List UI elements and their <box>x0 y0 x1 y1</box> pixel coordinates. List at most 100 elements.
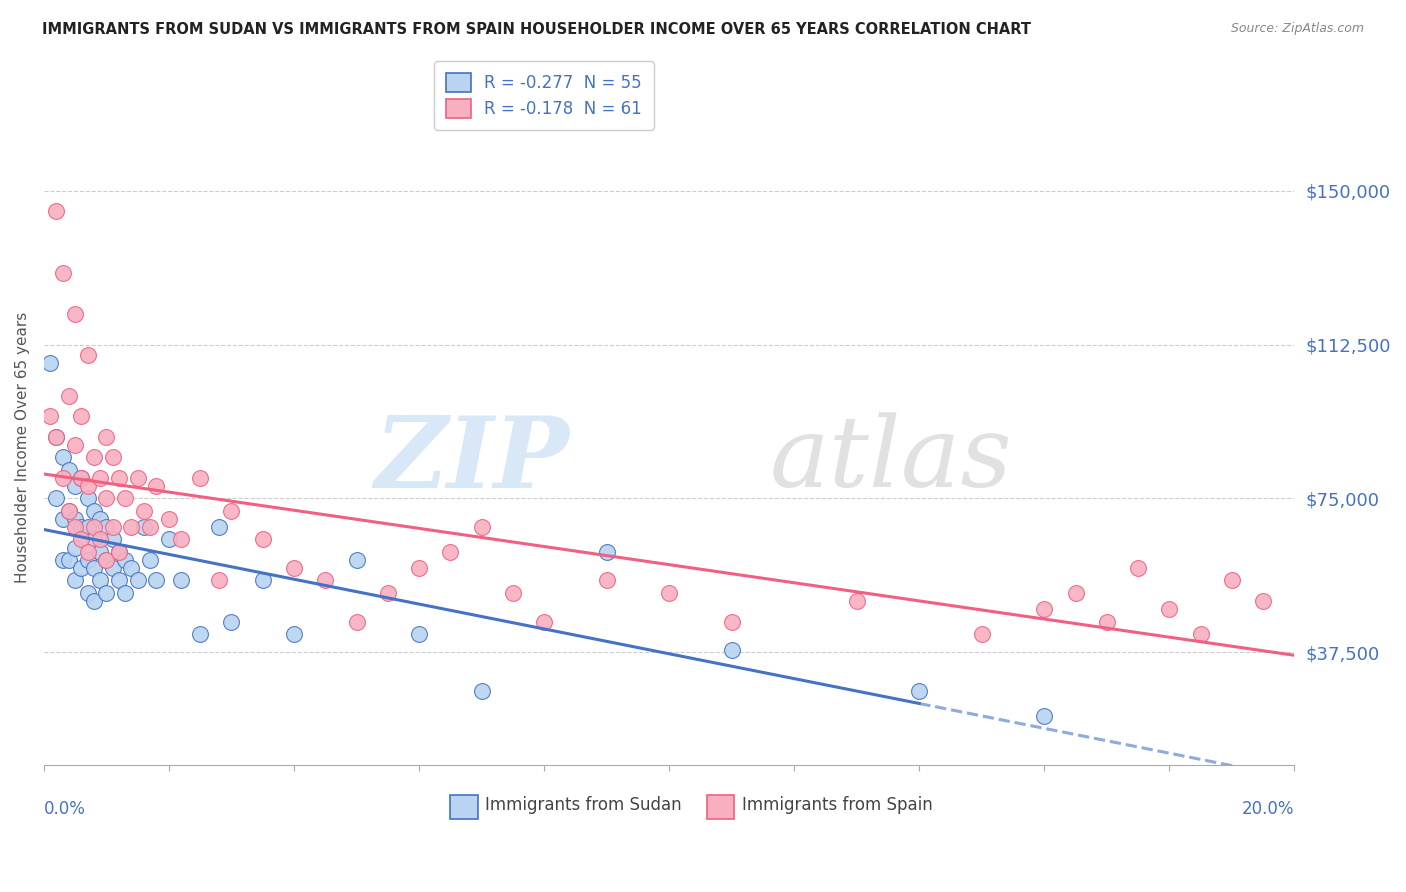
Point <box>83 533 105 547</box>
Point <box>45 430 67 444</box>
Point <box>70 471 93 485</box>
Point <box>845 594 868 608</box>
Point <box>39 409 62 424</box>
Point <box>76 348 98 362</box>
Point <box>346 615 368 629</box>
Point <box>533 615 555 629</box>
Point <box>1189 627 1212 641</box>
Point <box>83 520 105 534</box>
Point <box>1095 615 1118 629</box>
Point <box>63 512 86 526</box>
Point <box>408 561 430 575</box>
Point <box>96 430 118 444</box>
Text: ZIP: ZIP <box>374 411 569 508</box>
Point <box>52 450 75 465</box>
Point <box>127 471 149 485</box>
Point <box>108 545 131 559</box>
Point <box>439 545 461 559</box>
Point <box>76 545 98 559</box>
Point <box>83 594 105 608</box>
Point <box>63 479 86 493</box>
Point <box>170 533 193 547</box>
Point <box>70 409 93 424</box>
Point <box>157 533 180 547</box>
Point <box>720 615 742 629</box>
Point <box>83 504 105 518</box>
Text: 0.0%: 0.0% <box>44 800 86 818</box>
Point <box>1220 574 1243 588</box>
Point <box>83 450 105 465</box>
Point <box>502 586 524 600</box>
Point <box>63 520 86 534</box>
Point <box>39 356 62 370</box>
Point <box>63 574 86 588</box>
Point <box>170 574 193 588</box>
Point <box>221 504 243 518</box>
Point <box>58 463 80 477</box>
Point <box>408 627 430 641</box>
Point <box>96 586 118 600</box>
Point <box>1033 602 1056 616</box>
Point <box>101 561 124 575</box>
Text: Source: ZipAtlas.com: Source: ZipAtlas.com <box>1230 22 1364 36</box>
Point <box>96 553 118 567</box>
Point <box>70 533 93 547</box>
Point <box>208 520 231 534</box>
Point <box>76 491 98 506</box>
Point <box>101 450 124 465</box>
Point <box>120 520 142 534</box>
Text: Immigrants from Spain: Immigrants from Spain <box>742 797 932 814</box>
Point <box>89 574 111 588</box>
Point <box>108 574 131 588</box>
Point <box>45 430 67 444</box>
Point <box>89 471 111 485</box>
Point <box>58 504 80 518</box>
Text: Immigrants from Sudan: Immigrants from Sudan <box>485 797 682 814</box>
Text: 20.0%: 20.0% <box>1241 800 1295 818</box>
Point <box>1064 586 1087 600</box>
Point <box>45 204 67 219</box>
Point <box>595 574 617 588</box>
Point <box>70 471 93 485</box>
Point <box>63 438 86 452</box>
Point <box>127 574 149 588</box>
Point <box>188 627 211 641</box>
Point <box>283 627 305 641</box>
Legend: R = -0.277  N = 55, R = -0.178  N = 61: R = -0.277 N = 55, R = -0.178 N = 61 <box>434 62 654 129</box>
Point <box>52 266 75 280</box>
Point <box>1033 709 1056 723</box>
Point <box>252 574 274 588</box>
Point <box>252 533 274 547</box>
Point <box>188 471 211 485</box>
Point <box>970 627 993 641</box>
Point <box>70 520 93 534</box>
Point <box>139 520 162 534</box>
Point <box>52 471 75 485</box>
Point <box>1251 594 1274 608</box>
Point <box>132 520 155 534</box>
Point <box>132 504 155 518</box>
Point <box>76 479 98 493</box>
Y-axis label: Householder Income Over 65 years: Householder Income Over 65 years <box>15 311 30 582</box>
Point <box>58 553 80 567</box>
Point <box>70 561 93 575</box>
Point <box>145 574 167 588</box>
Point <box>157 512 180 526</box>
Point <box>346 553 368 567</box>
Point <box>52 512 75 526</box>
Point <box>114 586 136 600</box>
Point <box>1126 561 1149 575</box>
Point <box>96 491 118 506</box>
Point <box>108 471 131 485</box>
Text: atlas: atlas <box>769 412 1012 508</box>
Point <box>58 504 80 518</box>
Point <box>45 491 67 506</box>
Point <box>96 553 118 567</box>
Point <box>89 533 111 547</box>
Point <box>76 520 98 534</box>
Point <box>89 545 111 559</box>
Point <box>114 491 136 506</box>
Point <box>76 586 98 600</box>
Point <box>283 561 305 575</box>
Point <box>120 561 142 575</box>
